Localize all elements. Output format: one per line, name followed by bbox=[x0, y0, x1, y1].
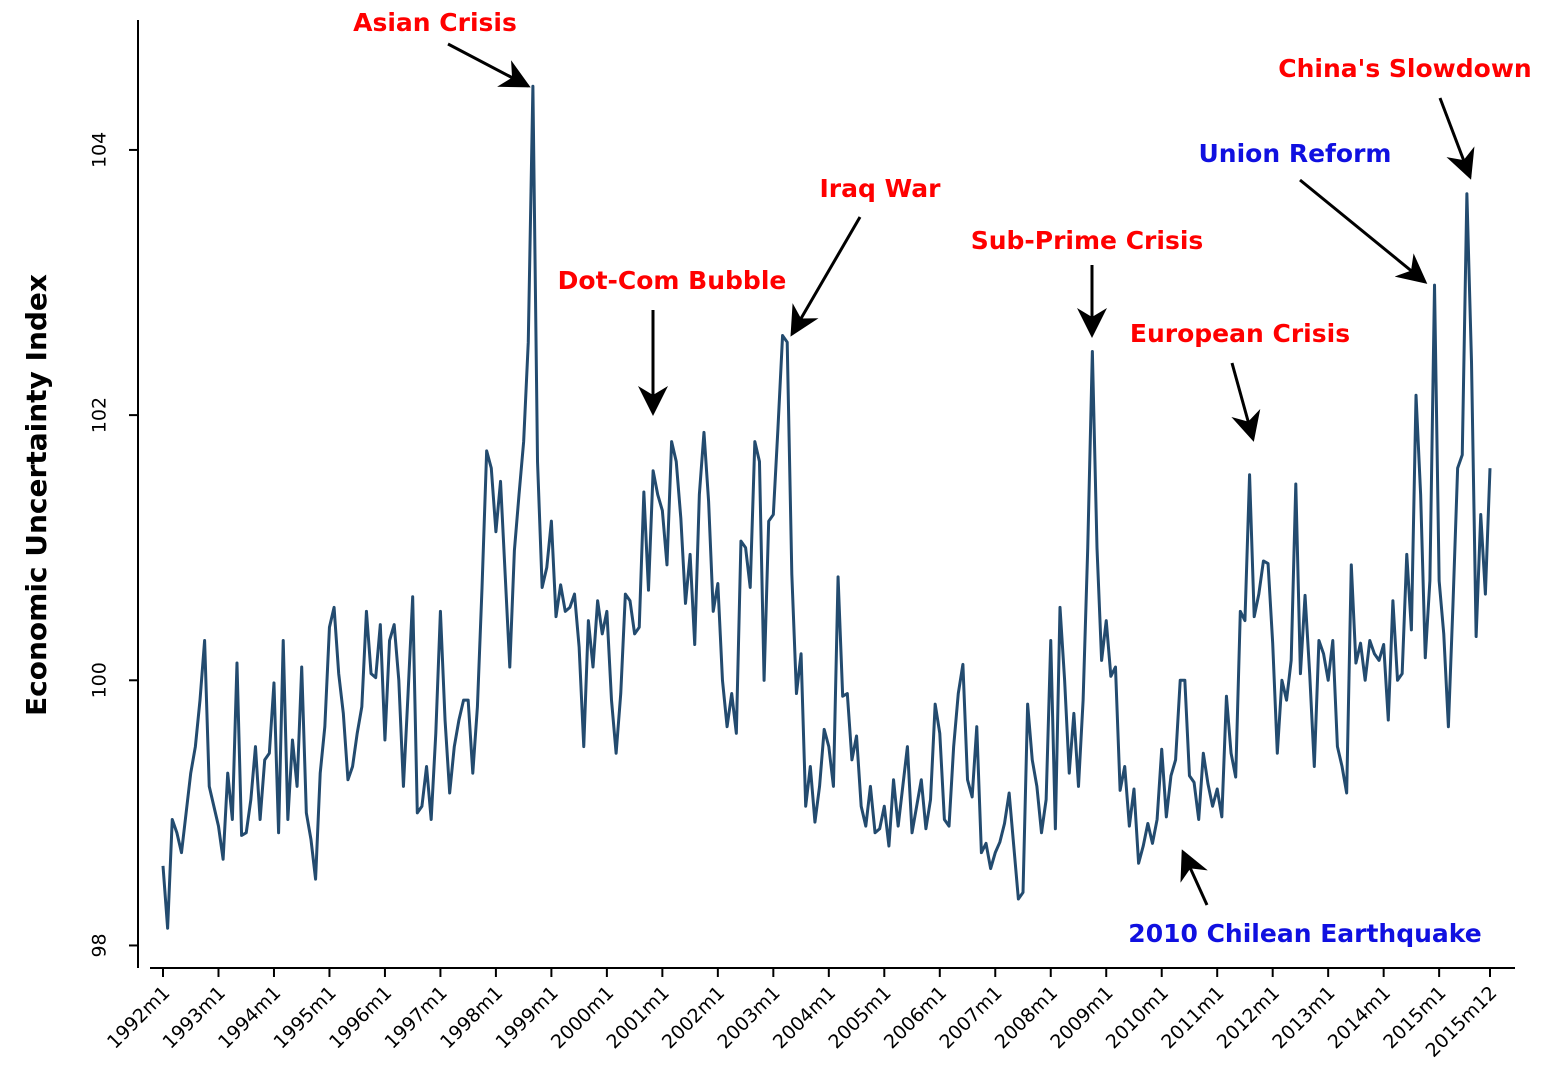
y-tick-label: 104 bbox=[89, 132, 111, 168]
y-tick-label: 100 bbox=[89, 662, 111, 698]
annotation-arrow bbox=[790, 216, 862, 337]
annotation: Asian Crisis bbox=[353, 8, 517, 37]
annotation-arrow bbox=[1438, 97, 1475, 180]
y-tick-label: 102 bbox=[89, 397, 111, 433]
y-axis-label: Economic Uncertainty Index bbox=[20, 274, 53, 716]
annotation-arrow bbox=[447, 42, 531, 88]
annotation-arrow bbox=[1299, 178, 1428, 284]
data-line bbox=[161, 84, 1492, 930]
annotation: China's Slowdown bbox=[1278, 54, 1531, 83]
annotation-arrow bbox=[1180, 849, 1209, 906]
annotation: Sub-Prime Crisis bbox=[971, 226, 1204, 255]
y-tick-label: 98 bbox=[89, 933, 111, 957]
annotation: Dot-Com Bubble bbox=[558, 266, 787, 295]
annotation: 2010 Chilean Earthquake bbox=[1128, 919, 1481, 948]
annotation: Union Reform bbox=[1199, 139, 1392, 168]
annotation: Iraq War bbox=[820, 174, 942, 203]
annotation: European Crisis bbox=[1130, 319, 1350, 348]
annotation-arrow bbox=[1230, 362, 1261, 442]
